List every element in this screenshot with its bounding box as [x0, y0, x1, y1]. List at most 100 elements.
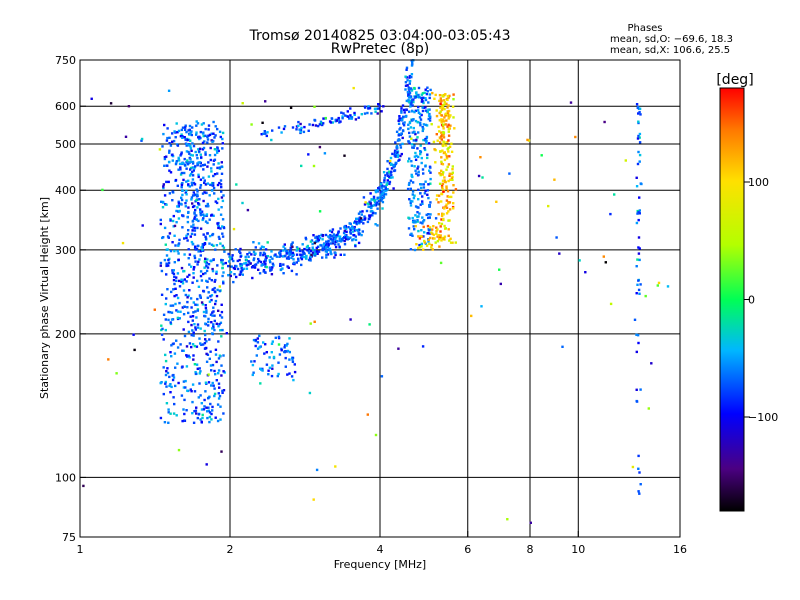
data-point: [271, 367, 274, 370]
data-point: [334, 253, 337, 257]
data-point: [206, 202, 209, 206]
data-point: [635, 350, 638, 354]
data-point: [259, 367, 262, 370]
data-point: [360, 219, 364, 222]
data-point: [360, 113, 363, 116]
data-point: [245, 267, 249, 270]
data-point: [421, 222, 424, 225]
data-point: [422, 138, 425, 142]
data-point: [251, 276, 254, 280]
data-point: [165, 155, 168, 158]
data-point: [417, 215, 420, 218]
data-point: [447, 104, 450, 107]
data-point: [435, 114, 439, 118]
data-point: [212, 258, 215, 261]
data-point: [174, 287, 177, 290]
data-point: [442, 190, 445, 193]
data-point: [248, 251, 251, 254]
data-point: [408, 96, 411, 99]
data-point: [638, 110, 641, 114]
data-point: [249, 262, 252, 265]
data-point: [198, 382, 201, 385]
data-point: [417, 188, 420, 191]
data-point: [222, 271, 225, 274]
data-point: [311, 123, 315, 127]
data-point: [407, 98, 410, 102]
data-point: [206, 258, 209, 261]
data-point: [361, 230, 364, 233]
data-point: [168, 136, 171, 139]
data-point: [203, 181, 206, 184]
data-point: [171, 140, 174, 143]
data-point: [413, 248, 417, 252]
data-point: [407, 140, 410, 143]
data-point: [390, 170, 393, 174]
data-point: [406, 187, 410, 191]
data-point: [196, 326, 200, 329]
data-point: [219, 321, 223, 324]
data-point: [295, 253, 299, 256]
data-point: [189, 297, 193, 300]
data-point: [442, 118, 445, 122]
y-tick-label: 300: [55, 244, 76, 257]
data-point: [173, 352, 177, 355]
data-point: [173, 234, 176, 237]
data-point: [279, 249, 282, 253]
data-point: [211, 332, 214, 335]
data-point: [440, 239, 443, 242]
data-point: [408, 157, 411, 160]
data-point: [264, 132, 267, 135]
data-point: [420, 186, 423, 190]
data-point: [292, 253, 295, 257]
data-point: [166, 371, 170, 375]
data-point: [409, 248, 413, 251]
data-point: [202, 199, 205, 203]
data-point: [268, 366, 272, 369]
data-point: [386, 179, 389, 182]
data-point: [419, 235, 423, 238]
data-point: [383, 180, 386, 184]
data-point: [220, 185, 223, 189]
data-point: [185, 150, 189, 153]
data-point: [221, 235, 225, 238]
data-point: [221, 131, 225, 135]
data-point: [232, 259, 235, 263]
data-point: [201, 218, 204, 222]
data-point: [198, 372, 201, 375]
data-point: [355, 222, 358, 226]
data-point: [184, 126, 187, 129]
data-point: [354, 235, 357, 238]
data-point: [330, 230, 334, 234]
data-point: [408, 91, 412, 95]
data-point: [218, 289, 222, 293]
data-point: [205, 360, 209, 363]
data-point: [210, 412, 213, 416]
data-point: [218, 386, 221, 389]
data-point: [212, 186, 216, 190]
data-point: [196, 323, 200, 326]
data-point: [379, 194, 382, 197]
data-point: [301, 243, 304, 246]
x-tick-label: 8: [527, 543, 534, 556]
data-point: [439, 230, 442, 233]
data-point: [191, 178, 195, 181]
data-point: [233, 273, 236, 276]
data-point: [213, 148, 217, 151]
data-point: [324, 116, 327, 120]
data-point: [440, 138, 443, 141]
data-point: [197, 173, 200, 176]
data-point: [380, 197, 384, 201]
x-axis-ticks: 1 2 4 6 8 10 16: [77, 531, 687, 556]
data-point: [422, 172, 425, 175]
data-point: [418, 116, 422, 119]
data-point: [182, 349, 185, 352]
data-point: [221, 389, 224, 393]
data-point: [285, 249, 288, 253]
data-point: [447, 150, 450, 153]
data-point: [285, 252, 288, 255]
data-point: [368, 323, 371, 326]
data-point: [172, 396, 175, 399]
data-point: [191, 154, 194, 157]
data-point: [334, 243, 337, 246]
data-point: [452, 202, 455, 205]
